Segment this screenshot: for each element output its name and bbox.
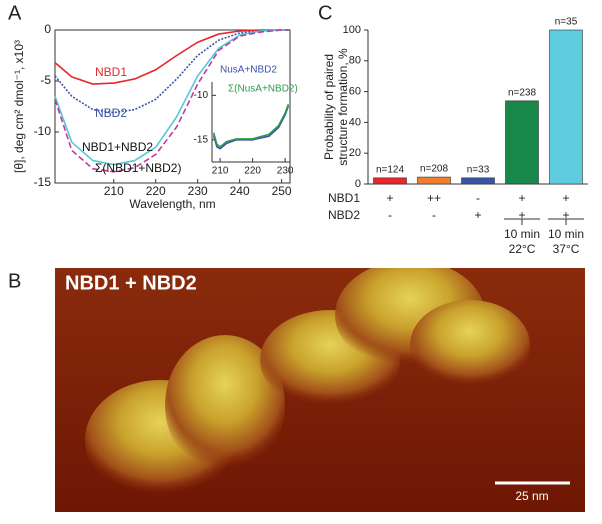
y-tick-label: 0 bbox=[355, 178, 361, 190]
bar bbox=[505, 100, 539, 185]
x-tick-label: 210 bbox=[104, 184, 124, 198]
y-tick-label: 40 bbox=[349, 116, 361, 128]
bar-annotation: n=238 bbox=[508, 87, 537, 98]
row-label: NBD1 bbox=[328, 191, 360, 205]
row-cell: + bbox=[562, 191, 569, 205]
y-tick-label: -10 bbox=[194, 90, 209, 101]
condition: 22°C bbox=[509, 242, 536, 256]
afm-image bbox=[55, 268, 585, 512]
row-cell: ++ bbox=[427, 191, 441, 205]
y-tick-label: 0 bbox=[44, 22, 51, 36]
series-label: NusA+NBD2 bbox=[220, 65, 277, 76]
y-tick-label: -10 bbox=[34, 124, 52, 138]
bar bbox=[373, 177, 407, 185]
row-cell: + bbox=[386, 191, 393, 205]
series-label: NBD1+NBD2 bbox=[82, 140, 153, 154]
row-cell: + bbox=[562, 208, 569, 222]
series-label: Σ(NusA+NBD2) bbox=[228, 84, 298, 95]
row-cell: + bbox=[518, 191, 525, 205]
series-label: Σ(NBD1+NBD2) bbox=[95, 161, 181, 175]
y-tick-label: -5 bbox=[40, 73, 51, 87]
row-label: NBD2 bbox=[328, 208, 360, 222]
bar-annotation: n=33 bbox=[467, 164, 490, 175]
bar bbox=[549, 29, 583, 185]
y-tick-label: 20 bbox=[349, 147, 361, 159]
panel-label: B bbox=[8, 270, 21, 292]
line bbox=[212, 105, 290, 150]
image-title: NBD1 + NBD2 bbox=[65, 272, 197, 294]
condition: 37°C bbox=[553, 242, 580, 256]
row-cell: + bbox=[474, 208, 481, 222]
condition: 10 min bbox=[504, 227, 540, 241]
line bbox=[54, 29, 290, 166]
y-tick-label: -15 bbox=[194, 134, 209, 145]
line bbox=[54, 29, 290, 173]
line bbox=[212, 103, 290, 148]
y-tick-label: -15 bbox=[34, 175, 52, 189]
series-label: NBD2 bbox=[95, 106, 127, 120]
series-label: NBD1 bbox=[95, 65, 127, 79]
y-tick-label: 60 bbox=[349, 86, 361, 98]
bar-annotation: n=124 bbox=[376, 164, 405, 175]
bar bbox=[417, 176, 451, 185]
y-tick-label: 80 bbox=[349, 55, 361, 67]
y-axis-label: [θ], deg cm² dmol⁻¹, x10³ bbox=[12, 40, 26, 173]
x-tick-label: 250 bbox=[272, 184, 292, 198]
y-axis-label: Probability of paired bbox=[322, 54, 336, 160]
row-cell: + bbox=[518, 208, 525, 222]
bracket bbox=[548, 218, 584, 225]
x-tick-label: 240 bbox=[230, 184, 250, 198]
axes-frame bbox=[54, 29, 291, 184]
row-cell: - bbox=[388, 208, 392, 222]
bar-annotation: n=208 bbox=[420, 164, 449, 175]
bracket bbox=[504, 218, 540, 225]
condition: 10 min bbox=[548, 227, 584, 241]
x-tick-label: 220 bbox=[146, 184, 166, 198]
x-tick-label: 210 bbox=[212, 166, 229, 177]
bar-annotation: n=35 bbox=[555, 17, 578, 28]
line bbox=[54, 29, 290, 85]
x-tick-label: 230 bbox=[277, 166, 294, 177]
x-axis-label: Wavelength, nm bbox=[129, 197, 215, 211]
x-tick-label: 230 bbox=[188, 184, 208, 198]
x-tick-label: 220 bbox=[244, 166, 261, 177]
panel-label: C bbox=[318, 2, 332, 24]
scale-bar-label: 25 nm bbox=[515, 489, 548, 503]
row-cell: - bbox=[476, 191, 480, 205]
y-tick-label: 100 bbox=[343, 24, 361, 36]
row-cell: - bbox=[432, 208, 436, 222]
y-axis-label: structure formation, % bbox=[336, 48, 350, 166]
bar bbox=[461, 177, 495, 185]
panel-label: A bbox=[8, 2, 22, 24]
